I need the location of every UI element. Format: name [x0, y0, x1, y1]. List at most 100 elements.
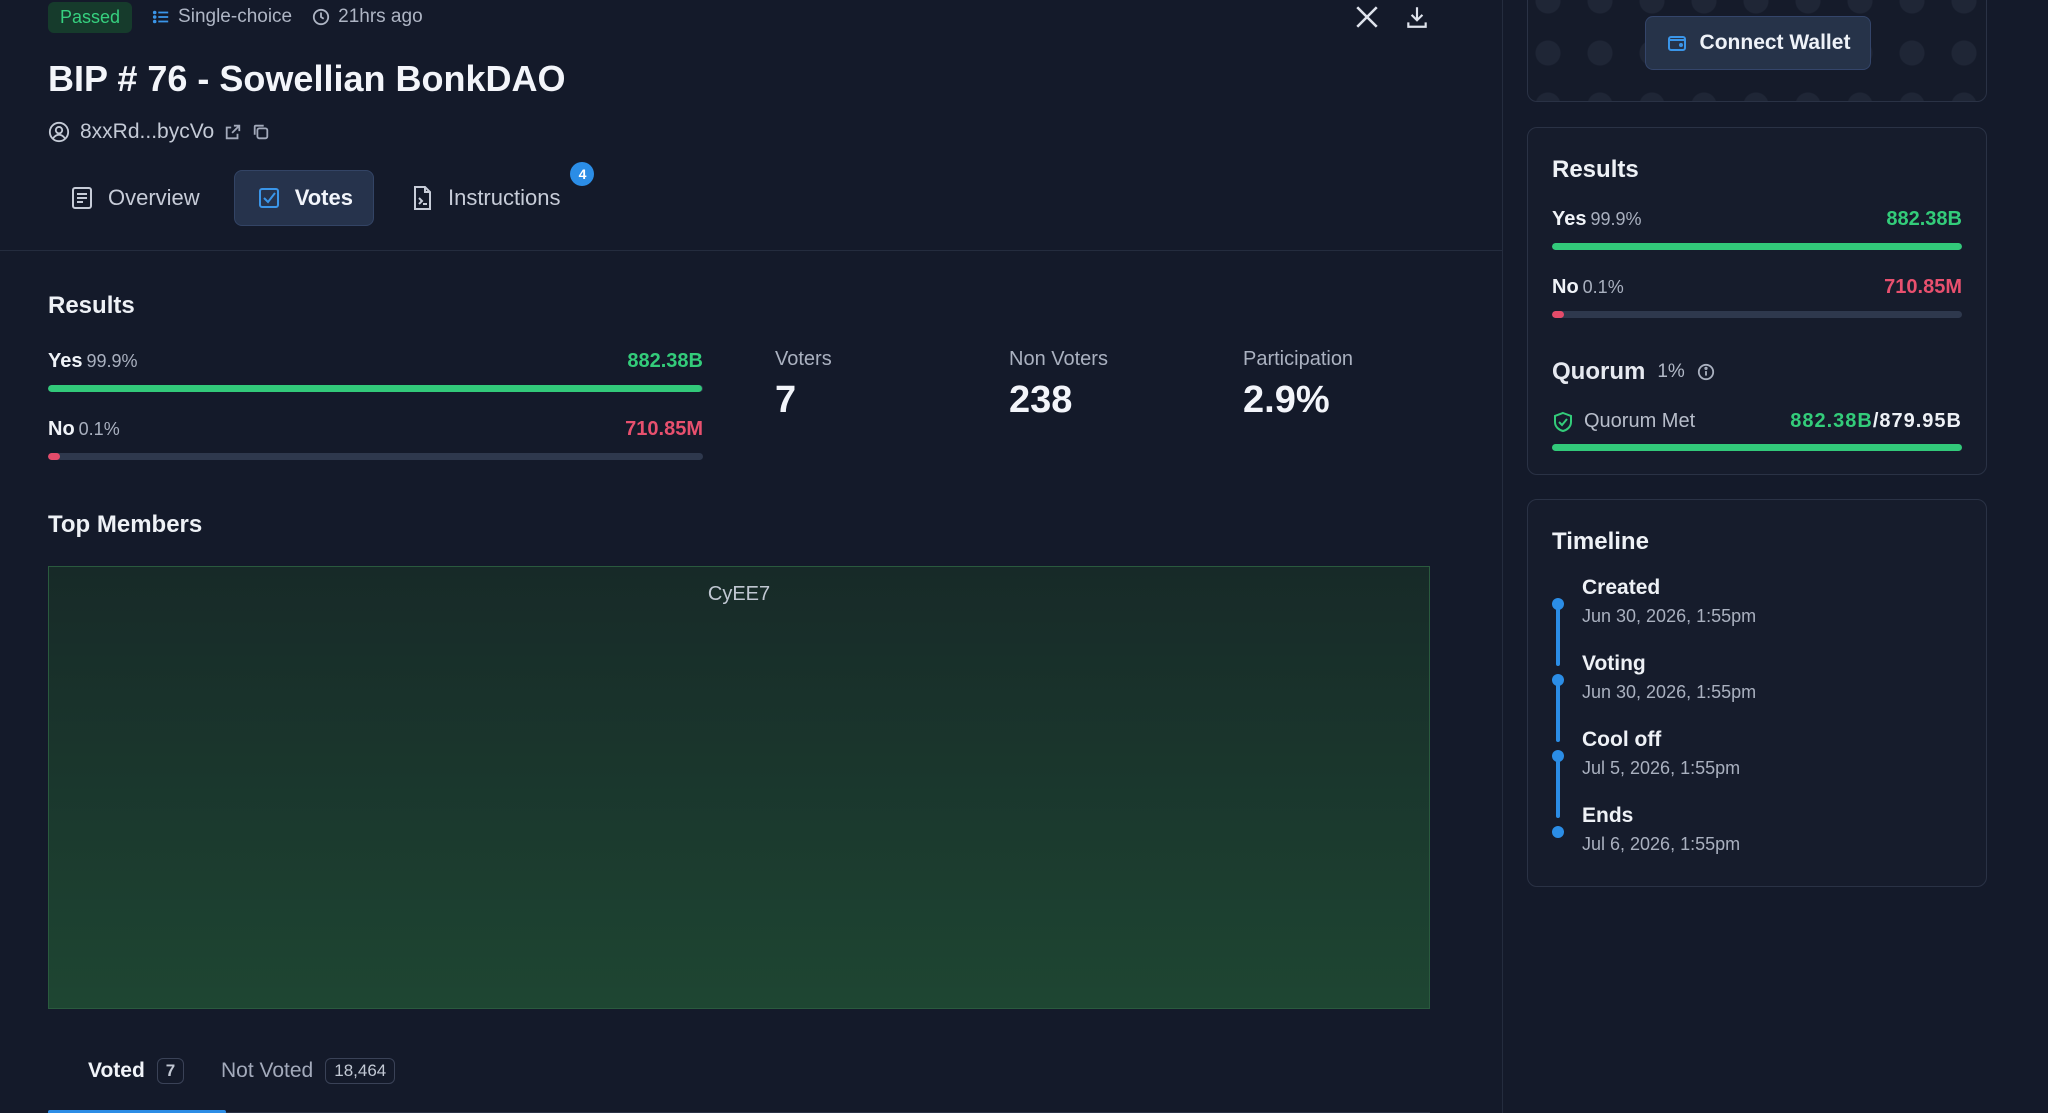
- instructions-icon: [413, 186, 431, 210]
- wallet-card: Connect Wallet: [1527, 0, 1987, 102]
- results-title: Results: [48, 292, 135, 319]
- wallet-icon: [1667, 36, 1686, 51]
- timeline-item-cool-off: Cool off Jul 5, 2026, 1:55pm: [1582, 728, 1740, 779]
- header-actions: [1354, 4, 1430, 30]
- quorum-title: Quorum: [1552, 358, 1646, 385]
- timeline-card: Timeline Created Jun 30, 2026, 1:55pm Vo…: [1527, 499, 1987, 887]
- timeline-connector: [1556, 760, 1560, 818]
- timeline-item-date: Jul 6, 2026, 1:55pm: [1582, 834, 1741, 854]
- tab-not-voted[interactable]: Not Voted 18,464: [221, 1058, 396, 1084]
- sidebar-no-label: No: [1552, 276, 1579, 298]
- timeline-dot: [1552, 674, 1564, 686]
- timeline-connector: [1556, 684, 1560, 742]
- yes-bar-fill: [48, 385, 703, 392]
- quorum-required: /879.95B: [1872, 410, 1962, 432]
- timeline-dot: [1552, 826, 1564, 838]
- tab-instructions[interactable]: Instructions 4: [388, 162, 595, 226]
- sidebar-results-card: Results Yes 99.9% 882.38B No 0.1% 710.85M …: [1527, 127, 1987, 475]
- main-content: Passed Single-choice 21hrs ago BIP # 76 …: [48, 0, 1430, 1113]
- proposal-tabs: Overview Votes Instructions 4: [48, 162, 595, 226]
- download-icon[interactable]: [1404, 4, 1430, 30]
- copy-icon[interactable]: [252, 123, 270, 141]
- top-members-title: Top Members: [48, 511, 203, 538]
- x-twitter-icon[interactable]: [1354, 4, 1380, 30]
- sidebar-no-bar: [1552, 311, 1962, 318]
- participation-label: Participation: [1243, 348, 1354, 370]
- tab-votes[interactable]: Votes: [233, 170, 374, 226]
- votes-icon: [258, 188, 279, 208]
- sidebar-no-value: 710.85M: [1884, 276, 1962, 298]
- quorum-current: 882.38B: [1790, 410, 1873, 432]
- timeline-item-date: Jul 5, 2026, 1:55pm: [1582, 758, 1741, 778]
- yes-value: 882.38B: [627, 350, 703, 372]
- timeline-title: Timeline: [1552, 528, 1649, 555]
- timeline-item-date: Jun 30, 2026, 1:55pm: [1582, 606, 1757, 626]
- tab-votes-label: Votes: [294, 185, 353, 210]
- quorum-heading: Quorum 1%: [1552, 358, 1715, 386]
- list-icon: [152, 10, 169, 24]
- treemap-cell-label[interactable]: CyEE7: [707, 583, 771, 605]
- no-value: 710.85M: [625, 418, 703, 440]
- sidebar-yes-value: 882.38B: [1886, 208, 1962, 230]
- timeline-connector: [1556, 608, 1560, 666]
- no-pct: 0.1%: [78, 419, 120, 439]
- voters-value: 7: [775, 379, 797, 421]
- not-voted-count: 18,464: [325, 1058, 396, 1084]
- timeline-item-name: Cool off: [1582, 728, 1662, 751]
- sidebar-no-pct: 0.1%: [1582, 277, 1624, 297]
- sidebar-yes-pct: 99.9%: [1590, 209, 1642, 229]
- clock-icon: [313, 8, 330, 26]
- tab-instructions-label: Instructions: [447, 185, 561, 210]
- tab-voted[interactable]: Voted 7: [88, 1058, 185, 1084]
- vote-type: Single-choice: [152, 6, 292, 28]
- connect-wallet-label: Connect Wallet: [1699, 31, 1851, 54]
- no-label: No: [48, 418, 75, 440]
- result-yes: Yes 99.9% 882.38B: [48, 350, 703, 392]
- status-badge: Passed: [48, 1, 133, 33]
- header-divider: [0, 250, 1502, 251]
- voted-count: 7: [156, 1058, 185, 1084]
- yes-bar: [48, 385, 703, 392]
- time-ago-label: 21hrs ago: [338, 6, 423, 27]
- sidebar-yes-bar: [1552, 243, 1962, 250]
- proposal-meta: Passed Single-choice 21hrs ago: [48, 0, 423, 34]
- sidebar-divider: [1502, 0, 1503, 1113]
- user-icon: [48, 121, 70, 143]
- stat-voters: Voters 7: [775, 348, 832, 422]
- timeline-item-voting: Voting Jun 30, 2026, 1:55pm: [1582, 652, 1756, 703]
- not-voted-label: Not Voted: [221, 1059, 314, 1082]
- sidebar-yes-label: Yes: [1552, 208, 1587, 230]
- sidebar-no-bar-fill: [1552, 311, 1564, 318]
- tab-overview-label: Overview: [108, 185, 200, 210]
- timeline-dot: [1552, 750, 1564, 762]
- result-no: No 0.1% 710.85M: [48, 418, 703, 460]
- tab-overview[interactable]: Overview: [48, 170, 220, 226]
- sidebar-result-yes: Yes 99.9% 882.38B: [1552, 208, 1962, 250]
- non-voters-value: 238: [1009, 379, 1073, 421]
- quorum-status-row: Quorum Met 882.38B/879.95B: [1552, 410, 1962, 433]
- no-bar-fill: [48, 453, 60, 460]
- voters-label: Voters: [775, 348, 832, 370]
- quorum-status: Quorum Met: [1584, 410, 1696, 432]
- overview-icon: [72, 187, 92, 209]
- shield-check-icon: [1554, 411, 1572, 432]
- info-icon[interactable]: [1697, 363, 1715, 381]
- external-link-icon[interactable]: [224, 123, 242, 141]
- timeline-item-created: Created Jun 30, 2026, 1:55pm: [1582, 576, 1756, 627]
- sidebar-result-no: No 0.1% 710.85M: [1552, 276, 1962, 318]
- voted-label: Voted: [88, 1059, 145, 1082]
- quorum-bar: [1552, 444, 1962, 451]
- connect-wallet-button[interactable]: Connect Wallet: [1645, 16, 1871, 70]
- no-bar: [48, 453, 703, 460]
- page-title: BIP # 76 - Sowellian BonkDAO: [48, 58, 566, 99]
- timeline-item-name: Ends: [1582, 804, 1634, 827]
- vote-list-tabs: Voted 7 Not Voted 18,464: [48, 1050, 1430, 1113]
- non-voters-label: Non Voters: [1009, 348, 1108, 370]
- yes-label: Yes: [48, 350, 83, 372]
- time-ago: 21hrs ago: [312, 6, 423, 28]
- active-tab-underline: [48, 1110, 226, 1113]
- timeline-item-ends: Ends Jul 6, 2026, 1:55pm: [1582, 804, 1740, 855]
- yes-pct: 99.9%: [86, 351, 138, 371]
- quorum-pct: 1%: [1657, 361, 1685, 382]
- author-address[interactable]: 8xxRd...bycVo: [80, 120, 215, 143]
